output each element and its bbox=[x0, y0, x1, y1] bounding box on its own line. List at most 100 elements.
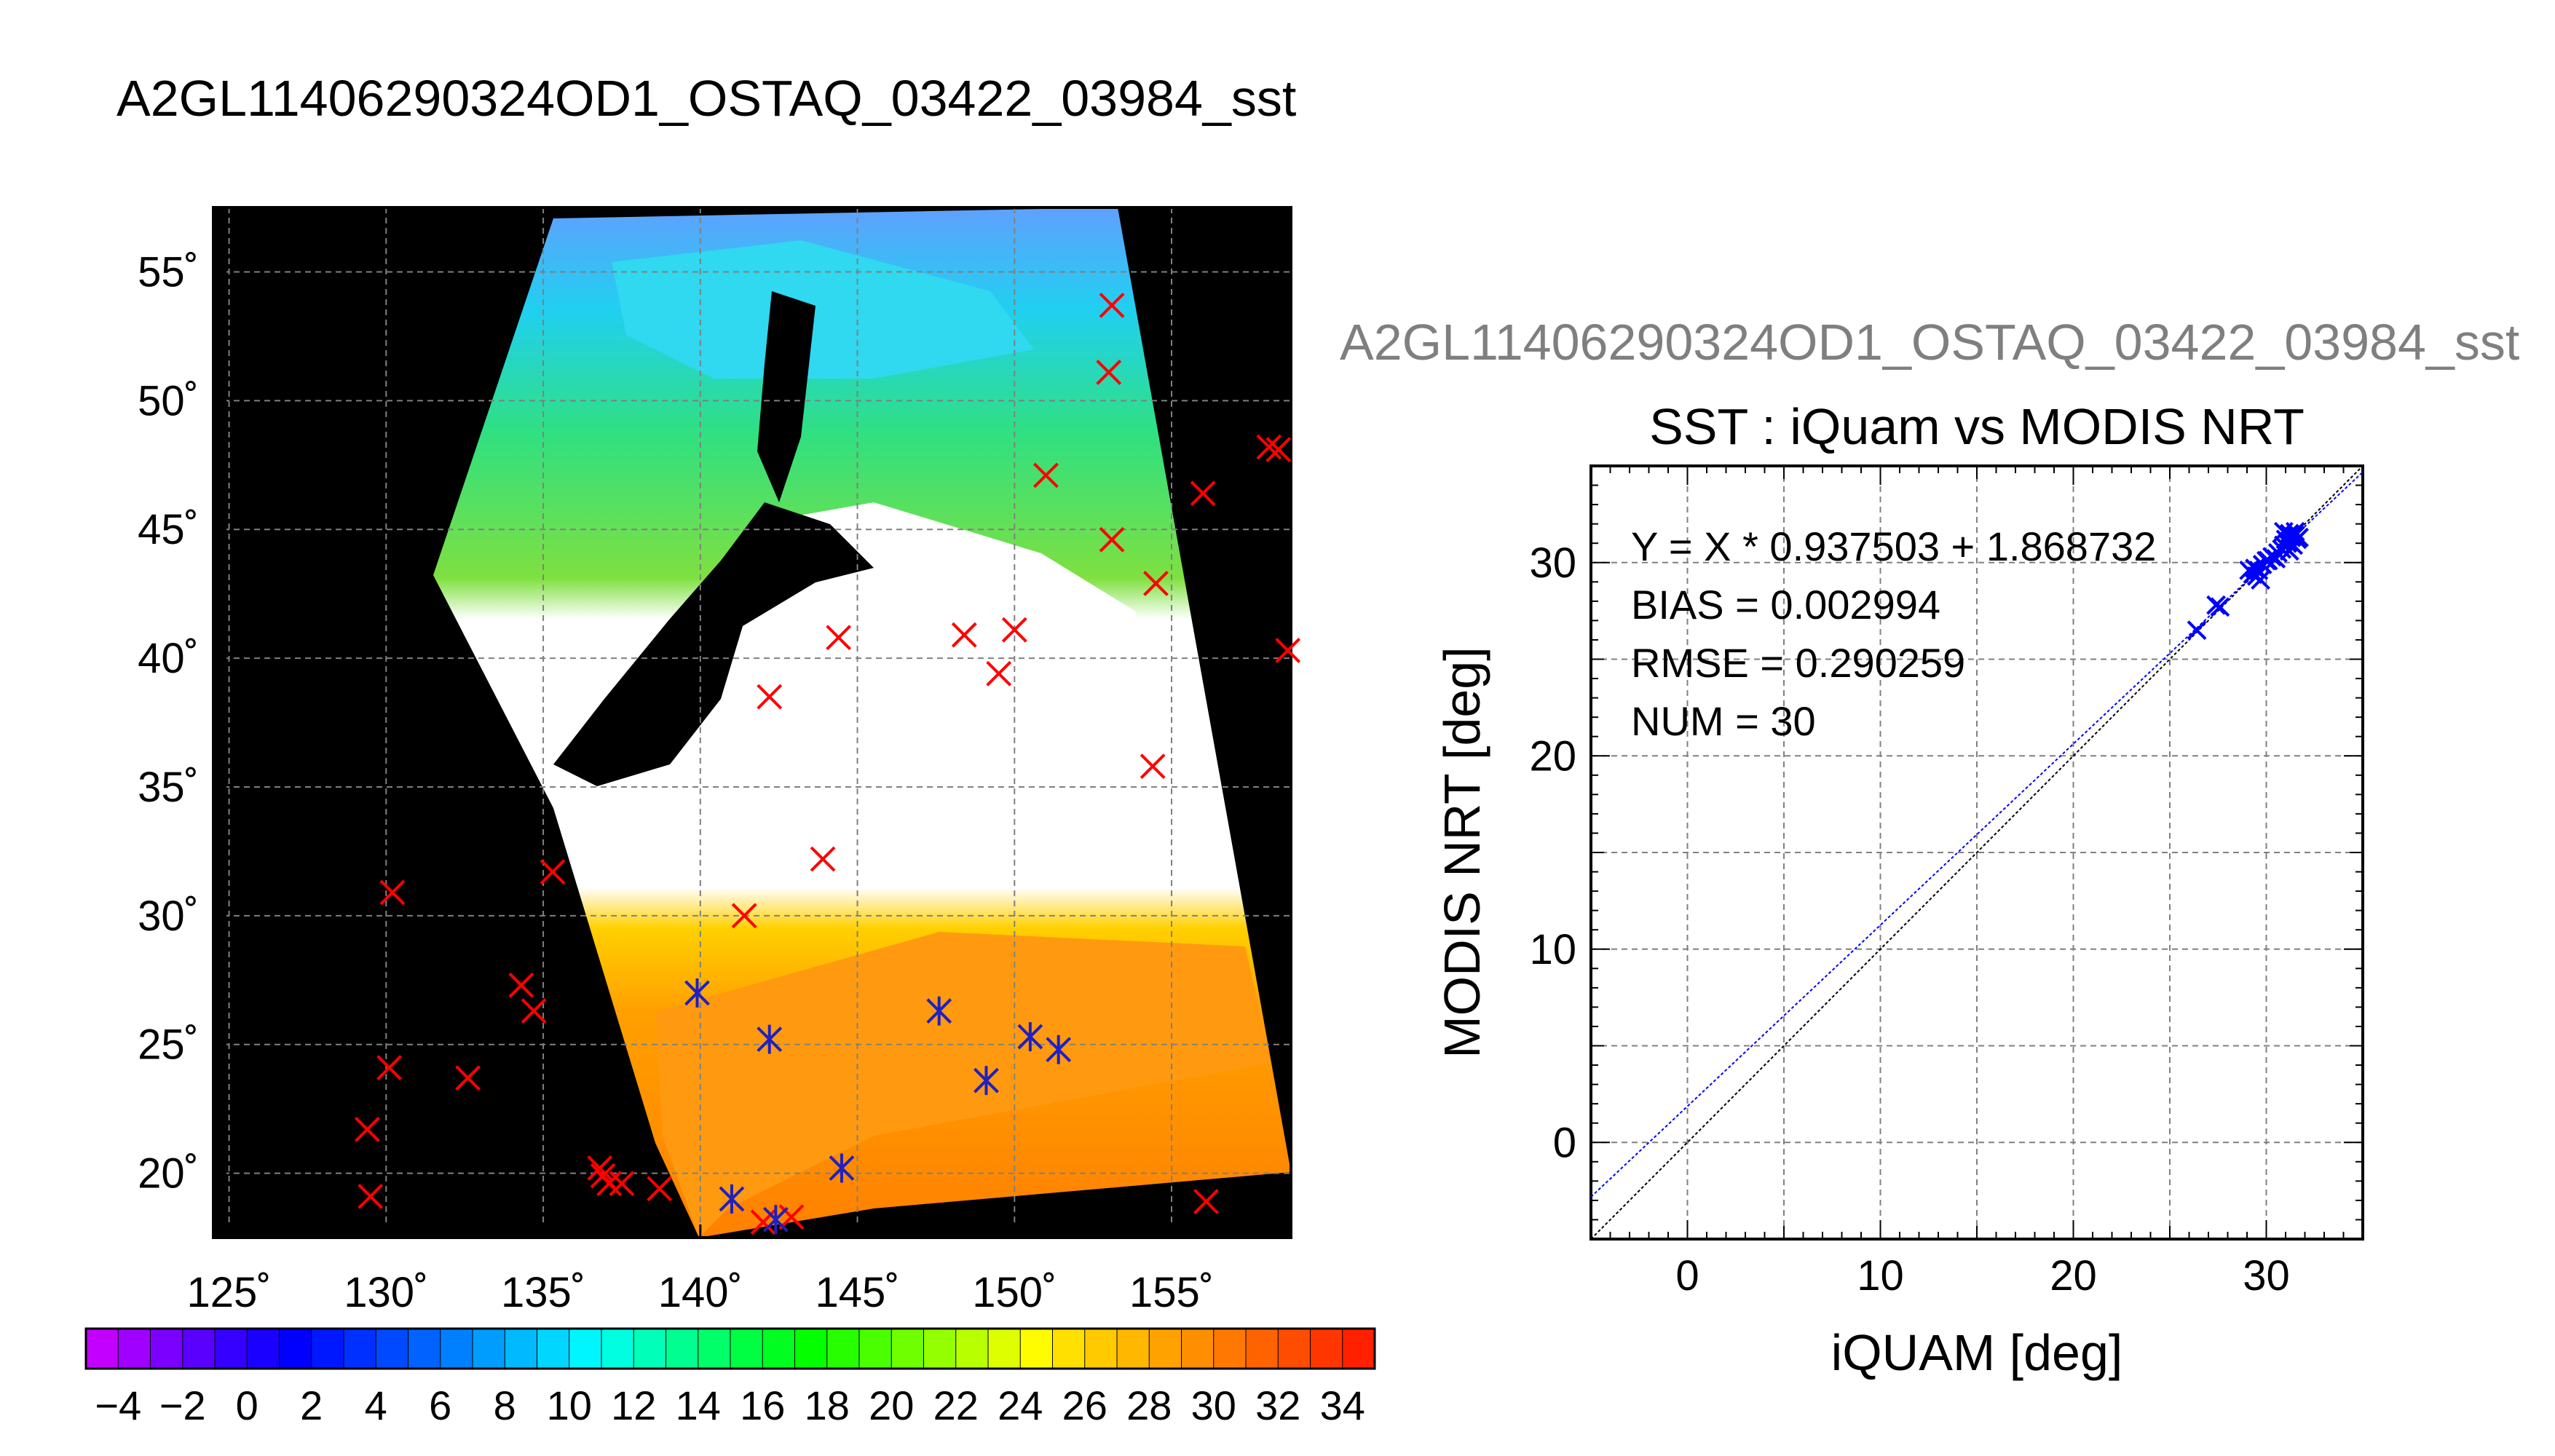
scatter-x-tick-labels: 0 10 20 30 bbox=[1675, 1252, 2289, 1299]
red-x-marker bbox=[1193, 1189, 1219, 1214]
colorbar-tick-label: 10 bbox=[547, 1382, 592, 1428]
colorbar-cell bbox=[1084, 1329, 1118, 1369]
colorbar-cell bbox=[1117, 1329, 1150, 1369]
colorbar-tick-label: 24 bbox=[998, 1382, 1043, 1428]
red-x-marker bbox=[1265, 437, 1292, 462]
scatter-y-tick-label: 30 bbox=[1529, 539, 1576, 587]
colorbar-tick-label: 0 bbox=[236, 1382, 258, 1428]
colorbar-cell bbox=[859, 1329, 892, 1369]
colorbar-cell bbox=[1278, 1329, 1311, 1369]
colorbar-cell bbox=[923, 1329, 957, 1369]
red-x-marker bbox=[1099, 526, 1125, 553]
red-x-stroke bbox=[1140, 753, 1166, 780]
red-x-marker bbox=[1190, 480, 1216, 507]
scatter-y-tick-label: 0 bbox=[1553, 1119, 1576, 1166]
red-x-marker bbox=[379, 879, 406, 906]
colorbar-cell bbox=[698, 1329, 731, 1369]
colorbar-cell bbox=[86, 1329, 119, 1369]
colorbar-cell bbox=[826, 1329, 860, 1369]
colorbar-cell bbox=[1246, 1329, 1279, 1369]
colorbar-cell bbox=[794, 1329, 828, 1369]
red-x-marker bbox=[1256, 434, 1282, 460]
scatter-ticks bbox=[1590, 465, 2364, 1240]
japan-land bbox=[553, 502, 874, 786]
map-y-tick-label: 45˚ bbox=[138, 506, 199, 553]
red-x-stroke bbox=[455, 1065, 481, 1091]
red-x-stroke bbox=[778, 1204, 805, 1230]
colorbar-tick-label: 32 bbox=[1255, 1382, 1300, 1428]
red-x-marker bbox=[609, 1171, 635, 1197]
colorbar-tick-label: 4 bbox=[365, 1382, 387, 1428]
map-y-tick-label: 50˚ bbox=[138, 377, 199, 424]
point-stroke bbox=[2187, 620, 2207, 641]
colorbar-cell bbox=[1149, 1329, 1182, 1369]
red-x-stroke bbox=[587, 1155, 613, 1181]
colorbar-cell bbox=[505, 1329, 537, 1369]
colorbar-tick-label: 8 bbox=[494, 1382, 516, 1428]
red-x-stroke bbox=[1099, 293, 1125, 318]
colorbar-tick-labels: −4 −2 0 2 4 6 8 10 12 14 16 18 20 22 24 26 28 30 32 34 bbox=[95, 1382, 1365, 1428]
colorbar-tick-label: −4 bbox=[95, 1382, 141, 1428]
scatter-y-tick-label: 20 bbox=[1529, 732, 1576, 780]
red-x-stroke bbox=[810, 846, 836, 872]
colorbar-tick-label: 28 bbox=[1126, 1382, 1172, 1428]
colorbar-tick-label: −2 bbox=[159, 1382, 206, 1428]
colorbar-cell bbox=[1342, 1329, 1375, 1369]
colorbar-cell bbox=[182, 1329, 216, 1369]
colorbar-cell bbox=[440, 1329, 473, 1369]
red-x-stroke bbox=[540, 859, 566, 885]
red-x-stroke bbox=[1143, 571, 1169, 596]
red-x-marker bbox=[540, 859, 566, 885]
map-x-tick-labels: 125˚ 130˚ 135˚ 140˚ 145˚ 150˚ 155˚ bbox=[187, 1269, 1215, 1316]
red-x-marker bbox=[1001, 617, 1027, 643]
map-y-tick-label: 40˚ bbox=[138, 635, 199, 682]
colorbar-cell bbox=[344, 1329, 376, 1369]
colorbar-frame bbox=[84, 1327, 1376, 1370]
scatter-stat-line: RMSE = 0.290259 bbox=[1631, 640, 1965, 686]
colorbar-cell bbox=[988, 1329, 1021, 1369]
red-x-stroke bbox=[647, 1176, 673, 1202]
point-stroke bbox=[2251, 570, 2270, 590]
blue-asterisk-marker bbox=[926, 996, 952, 1026]
colorbar-cell bbox=[1181, 1329, 1215, 1369]
red-x-marker bbox=[1096, 359, 1122, 385]
red-x-marker bbox=[521, 998, 547, 1024]
blue-markers bbox=[684, 978, 1072, 1235]
colorbar-cell bbox=[279, 1329, 312, 1369]
red-x-marker bbox=[647, 1176, 673, 1202]
blue-asterisk-marker bbox=[974, 1066, 999, 1096]
fit-line bbox=[1590, 471, 2364, 1198]
red-x-marker bbox=[355, 1117, 380, 1142]
colorbar-cell bbox=[537, 1329, 570, 1369]
red-x-marker bbox=[1275, 638, 1301, 663]
red-x-stroke bbox=[1193, 1189, 1219, 1214]
red-x-stroke bbox=[826, 625, 852, 651]
point-stroke bbox=[2210, 597, 2230, 617]
colorbar-cell bbox=[215, 1329, 248, 1369]
colorbar-cell bbox=[311, 1329, 344, 1369]
scatter-stat-line: NUM = 30 bbox=[1631, 698, 1816, 744]
red-x-stroke bbox=[986, 660, 1012, 687]
red-x-stroke bbox=[731, 903, 757, 929]
scatter-point bbox=[2210, 597, 2230, 617]
colorbar-tick-label: 2 bbox=[300, 1382, 323, 1428]
colorbar-cell bbox=[376, 1329, 408, 1369]
colorbar-cell bbox=[601, 1329, 634, 1369]
colorbar-cell bbox=[118, 1329, 151, 1369]
red-x-marker bbox=[826, 625, 852, 651]
red-x-stroke bbox=[1275, 638, 1301, 663]
map-x-tick-label: 135˚ bbox=[501, 1269, 585, 1316]
red-x-marker bbox=[951, 622, 977, 648]
colorbar-tick-label: 34 bbox=[1320, 1382, 1365, 1428]
red-x-stroke bbox=[1001, 617, 1027, 643]
warm-pool bbox=[655, 932, 1271, 1238]
colorbar-cell bbox=[633, 1329, 666, 1369]
red-x-marker bbox=[376, 1055, 403, 1080]
scatter-point bbox=[2273, 521, 2294, 542]
scatter-lines bbox=[1590, 465, 2364, 1240]
red-x-marker bbox=[778, 1204, 805, 1230]
scatter-point bbox=[2279, 541, 2299, 561]
scatter-points bbox=[2187, 521, 2309, 641]
